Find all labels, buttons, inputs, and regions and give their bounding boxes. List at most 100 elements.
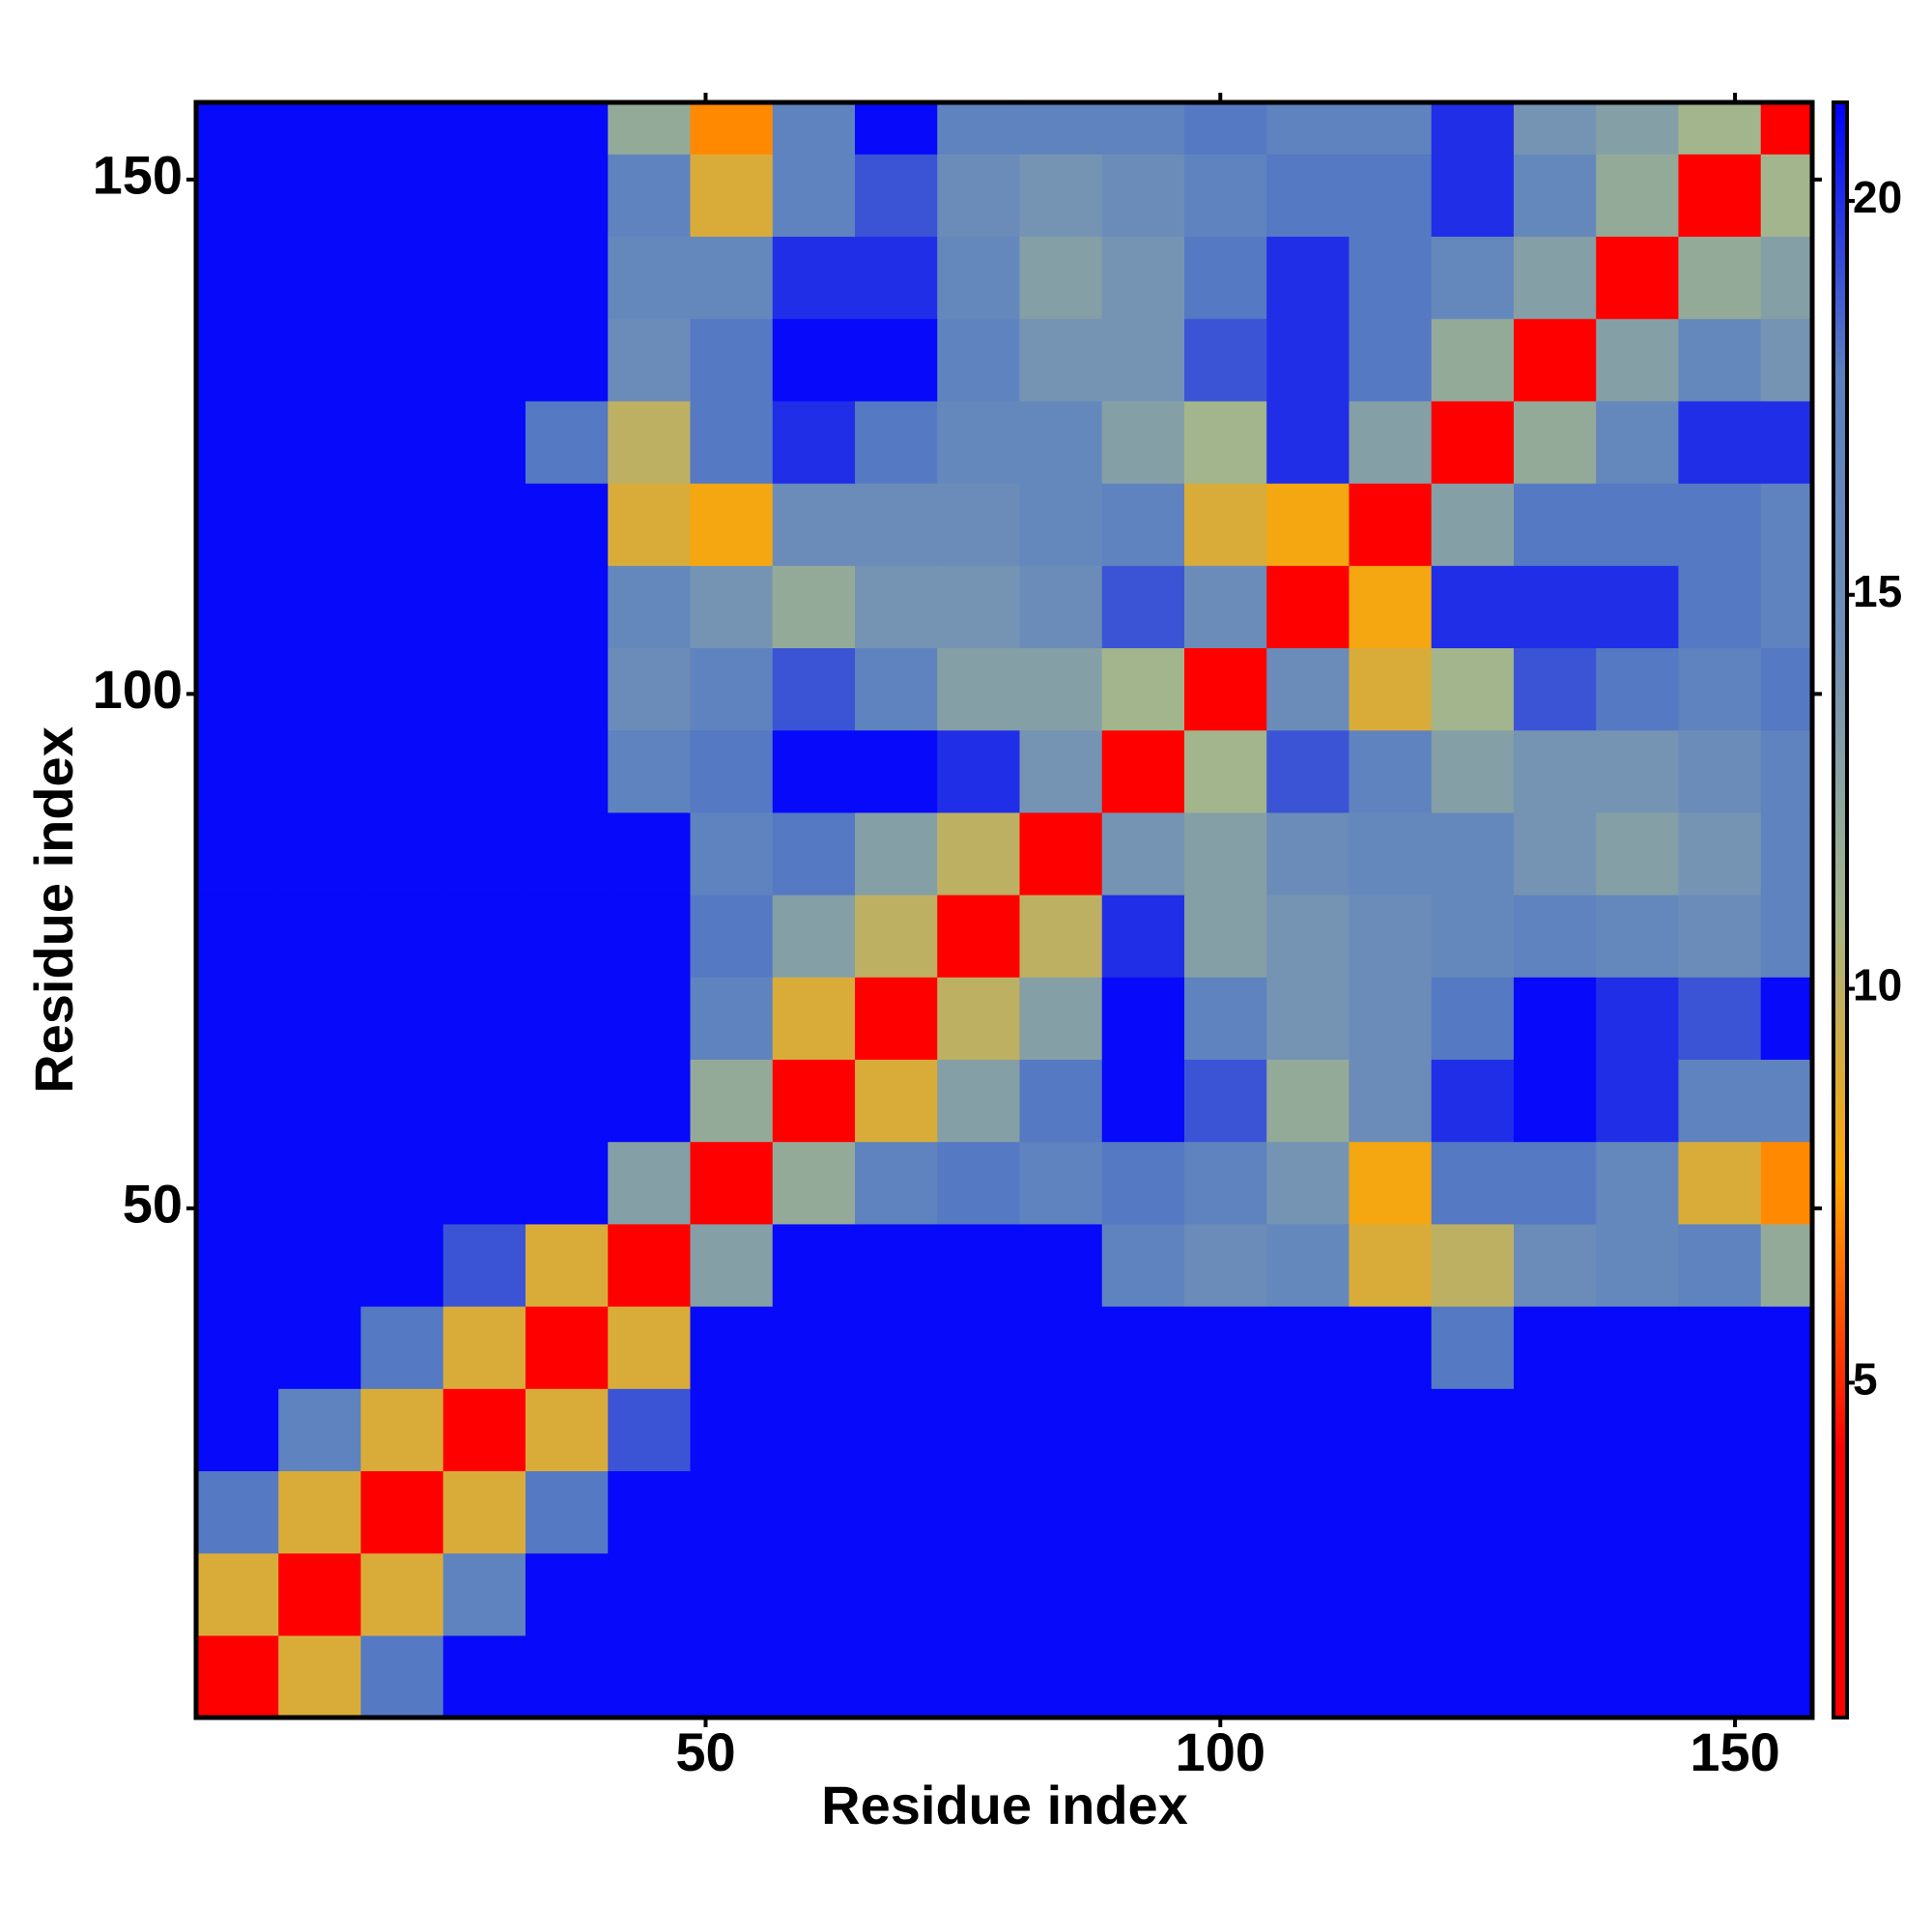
heatmap-cell	[772, 1470, 856, 1554]
heatmap-cell	[525, 895, 609, 978]
heatmap-cell	[442, 102, 526, 155]
heatmap-cell	[196, 1141, 279, 1225]
heatmap-cell	[1596, 729, 1680, 813]
heatmap-cell	[525, 1141, 609, 1225]
y-tick-label: 150	[93, 145, 183, 206]
heatmap-cell	[1678, 1470, 1762, 1554]
heatmap-cell	[1431, 483, 1515, 566]
heatmap-cell	[525, 1223, 609, 1307]
heatmap-cell	[854, 1223, 938, 1307]
heatmap-cell	[1266, 565, 1350, 649]
heatmap-cell	[854, 647, 938, 731]
heatmap-cell	[196, 1059, 279, 1143]
heatmap-cell	[525, 811, 609, 895]
heatmap-cell	[1349, 565, 1433, 649]
heatmap-cell	[1678, 102, 1762, 155]
heatmap-cell	[1431, 400, 1515, 484]
heatmap-cell	[1101, 483, 1185, 566]
heatmap-cell	[1019, 729, 1103, 813]
heatmap-cell	[608, 154, 692, 238]
heatmap-cell	[1101, 1470, 1185, 1554]
heatmap-cell	[278, 565, 362, 649]
heatmap-cell	[690, 318, 774, 402]
heatmap-cell	[608, 102, 692, 155]
heatmap-cell	[360, 811, 444, 895]
heatmap-cell	[1266, 102, 1350, 155]
heatmap-cell	[937, 1223, 1021, 1307]
heatmap-cell	[442, 318, 526, 402]
heatmap-cell	[854, 102, 938, 155]
heatmap-cell	[1019, 236, 1103, 320]
heatmap-cell	[1678, 1223, 1762, 1307]
heatmap-cell	[1349, 400, 1433, 484]
heatmap-cell	[1183, 1634, 1267, 1719]
heatmap-cell	[854, 1141, 938, 1225]
heatmap-cell	[1678, 1552, 1762, 1636]
heatmap-cell	[1101, 1388, 1185, 1472]
heatmap-cell	[1596, 102, 1680, 155]
heatmap-cell	[278, 236, 362, 320]
heatmap-cell	[1596, 565, 1680, 649]
heatmap-cell	[1266, 1306, 1350, 1389]
heatmap-cell	[772, 1306, 856, 1389]
heatmap-cell	[1183, 1059, 1267, 1143]
heatmap-cell	[442, 729, 526, 813]
heatmap-cell	[278, 1634, 362, 1719]
heatmap-cell	[854, 1470, 938, 1554]
heatmap-cell	[1101, 1306, 1185, 1389]
x-axis-title: Residue index	[821, 1775, 1188, 1835]
heatmap-cell	[1513, 102, 1597, 155]
heatmap-cell	[360, 647, 444, 731]
heatmap-cell	[1019, 154, 1103, 238]
heatmap-cell	[608, 1141, 692, 1225]
heatmap-cell	[525, 102, 609, 155]
heatmap-cell	[1266, 977, 1350, 1061]
heatmap-cell	[1596, 154, 1680, 238]
heatmap-cell	[1019, 1306, 1103, 1389]
heatmap-cell	[1183, 977, 1267, 1061]
heatmap-cell	[937, 483, 1021, 566]
heatmap-cell	[525, 647, 609, 731]
heatmap-cell	[1513, 1388, 1597, 1472]
colorbar-tick-label: 5	[1853, 1354, 1878, 1405]
heatmap-cell	[1183, 483, 1267, 566]
heatmap-cell	[278, 977, 362, 1061]
heatmap-cell	[360, 1552, 444, 1636]
heatmap-cell	[278, 1470, 362, 1554]
heatmap-cell	[1760, 1388, 1813, 1472]
heatmap-cell	[278, 895, 362, 978]
heatmap-cell	[1266, 236, 1350, 320]
heatmap-cell	[1678, 647, 1762, 731]
heatmap-cell	[1513, 811, 1597, 895]
heatmap-cell	[1513, 1059, 1597, 1143]
heatmap-cell	[525, 1059, 609, 1143]
heatmap-cell	[360, 400, 444, 484]
heatmap-cell	[1266, 154, 1350, 238]
heatmap-cell	[442, 977, 526, 1061]
heatmap-cell	[360, 565, 444, 649]
heatmap-cell	[1183, 318, 1267, 402]
heatmap-cell	[608, 1470, 692, 1554]
y-axis-title: Residue index	[23, 726, 84, 1094]
heatmap-cell	[690, 1059, 774, 1143]
heatmap-cell	[525, 1388, 609, 1472]
heatmap-cell	[1349, 647, 1433, 731]
heatmap-cell	[196, 154, 279, 238]
heatmap-cell	[1101, 236, 1185, 320]
heatmap-cell	[1513, 1141, 1597, 1225]
heatmap-cell	[1596, 1223, 1680, 1307]
heatmap-cell	[1349, 1223, 1433, 1307]
heatmap-cell	[278, 647, 362, 731]
heatmap-cell	[278, 1141, 362, 1225]
heatmap-cell	[1596, 318, 1680, 402]
heatmap-cell	[1183, 1306, 1267, 1389]
heatmap-cell	[1760, 1059, 1813, 1143]
heatmap-cell	[525, 1306, 609, 1389]
heatmap-cell	[1431, 895, 1515, 978]
heatmap-cell	[442, 811, 526, 895]
heatmap-cell	[360, 1388, 444, 1472]
heatmap-cell	[1101, 1141, 1185, 1225]
heatmap-cell	[196, 102, 279, 155]
heatmap-cell	[196, 1306, 279, 1389]
heatmap-cell	[1760, 1141, 1813, 1225]
